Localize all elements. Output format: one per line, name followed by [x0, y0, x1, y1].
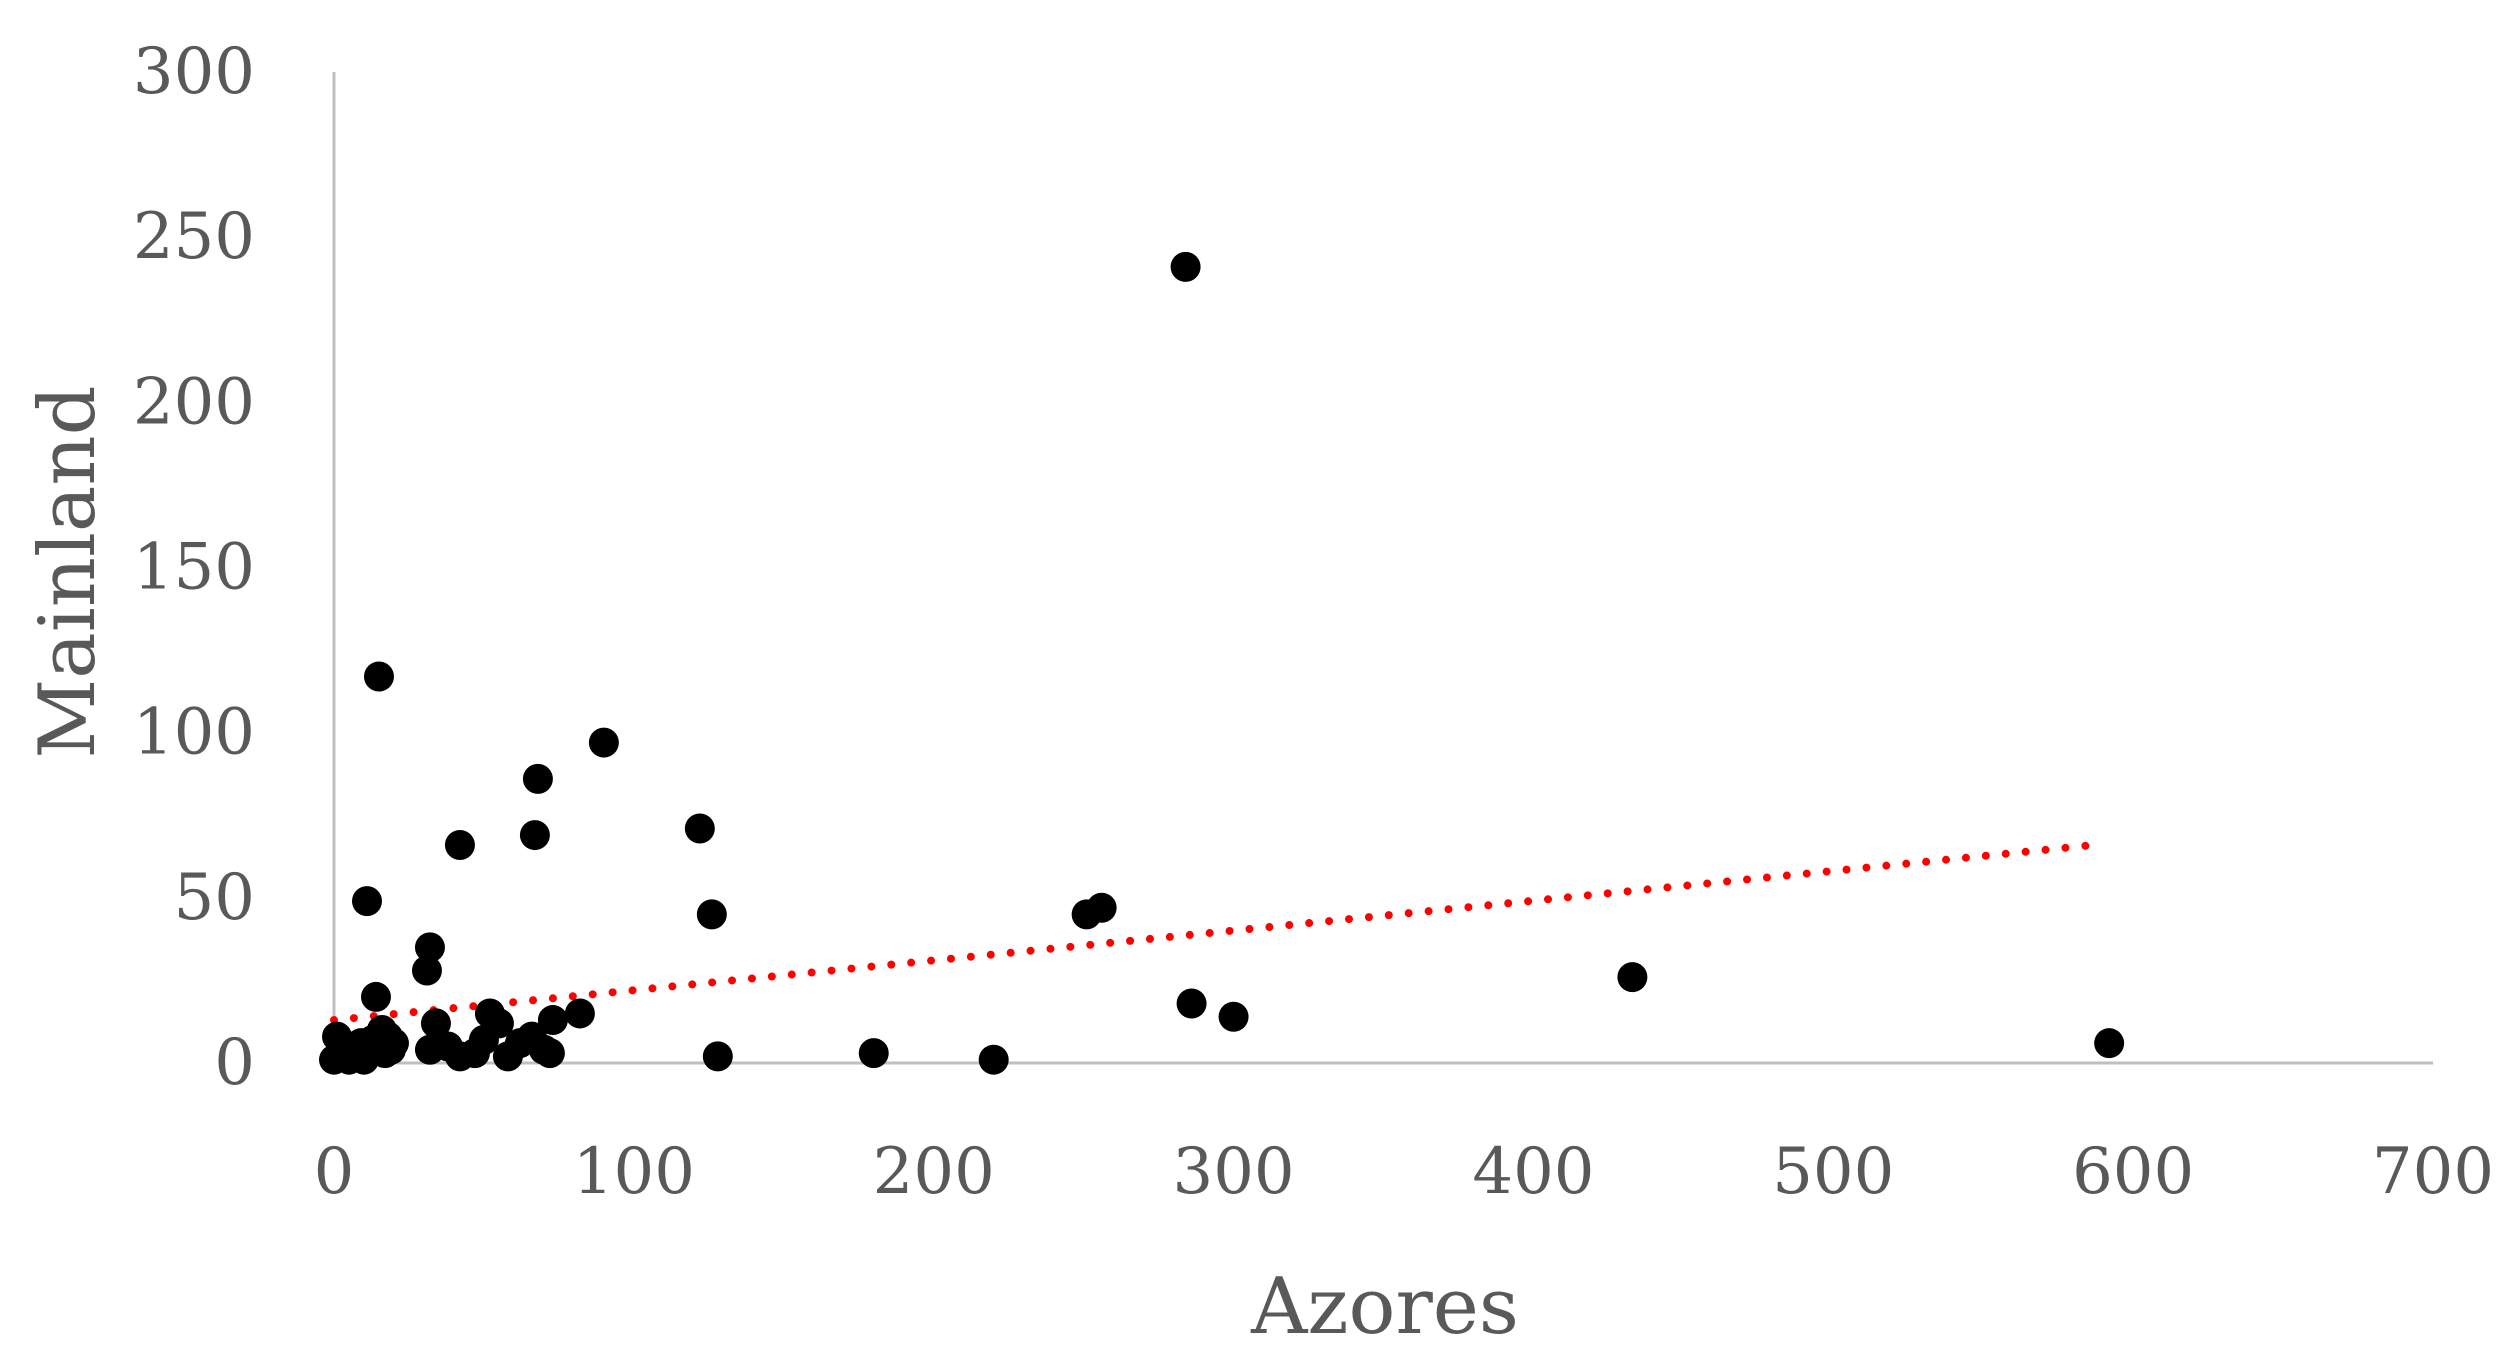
scatter-point: [444, 829, 475, 860]
scatter-point: [1176, 988, 1207, 1019]
y-tick-label: 100: [133, 696, 255, 770]
y-tick-label: 0: [214, 1026, 255, 1100]
scatter-point: [411, 955, 442, 986]
axes: [332, 72, 2433, 1065]
axis-labels: 0 50 100 150 200 250 300 0 100 200 300 400 500 600 700…: [23, 35, 2494, 1352]
scatter-point: [414, 932, 445, 963]
y-tick-label: 50: [174, 861, 255, 935]
y-tick-label: 250: [133, 200, 255, 274]
trendline: [330, 840, 2099, 1025]
scatter-point: [978, 1044, 1009, 1075]
scatter-point: [1218, 1001, 1249, 1032]
scatter-point: [519, 820, 550, 851]
x-tick-label: 300: [1172, 1135, 1294, 1209]
scatter-point: [1170, 251, 1201, 282]
y-tick-label: 300: [133, 35, 255, 109]
scatter-point: [1617, 962, 1648, 993]
scatter-point: [534, 1038, 565, 1069]
scatter-point: [351, 886, 382, 917]
scatter-point: [483, 1008, 514, 1039]
x-tick-label: 500: [1772, 1135, 1894, 1209]
scatter-point: [360, 981, 391, 1012]
x-tick-label: 700: [2372, 1135, 2494, 1209]
x-tick-label: 0: [314, 1135, 355, 1209]
scatter-point: [684, 813, 715, 844]
x-tick-label: 600: [2072, 1135, 2194, 1209]
trendline-layer: [330, 840, 2099, 1025]
y-tick-label: 150: [133, 531, 255, 605]
scatter-point: [2094, 1028, 2125, 1059]
y-tick-label: 200: [133, 365, 255, 439]
scatter-point: [378, 1028, 409, 1059]
scatter-point: [696, 899, 727, 930]
x-tick-label: 200: [873, 1135, 995, 1209]
scatter-point: [858, 1038, 889, 1069]
data-points: [319, 251, 2125, 1075]
scatter-point: [588, 727, 619, 758]
scatter-point: [420, 1008, 451, 1039]
scatter-point: [363, 661, 394, 692]
scatter-point: [702, 1041, 733, 1072]
scatter-point: [522, 763, 553, 794]
scatter-point: [537, 1005, 568, 1036]
scatter-point: [564, 998, 595, 1029]
x-tick-label: 400: [1472, 1135, 1594, 1209]
x-axis-title: Azores: [1250, 1262, 1519, 1352]
y-axis-title: Mainland: [23, 385, 113, 758]
scatter-point: [1086, 892, 1117, 923]
x-tick-label: 100: [573, 1135, 695, 1209]
